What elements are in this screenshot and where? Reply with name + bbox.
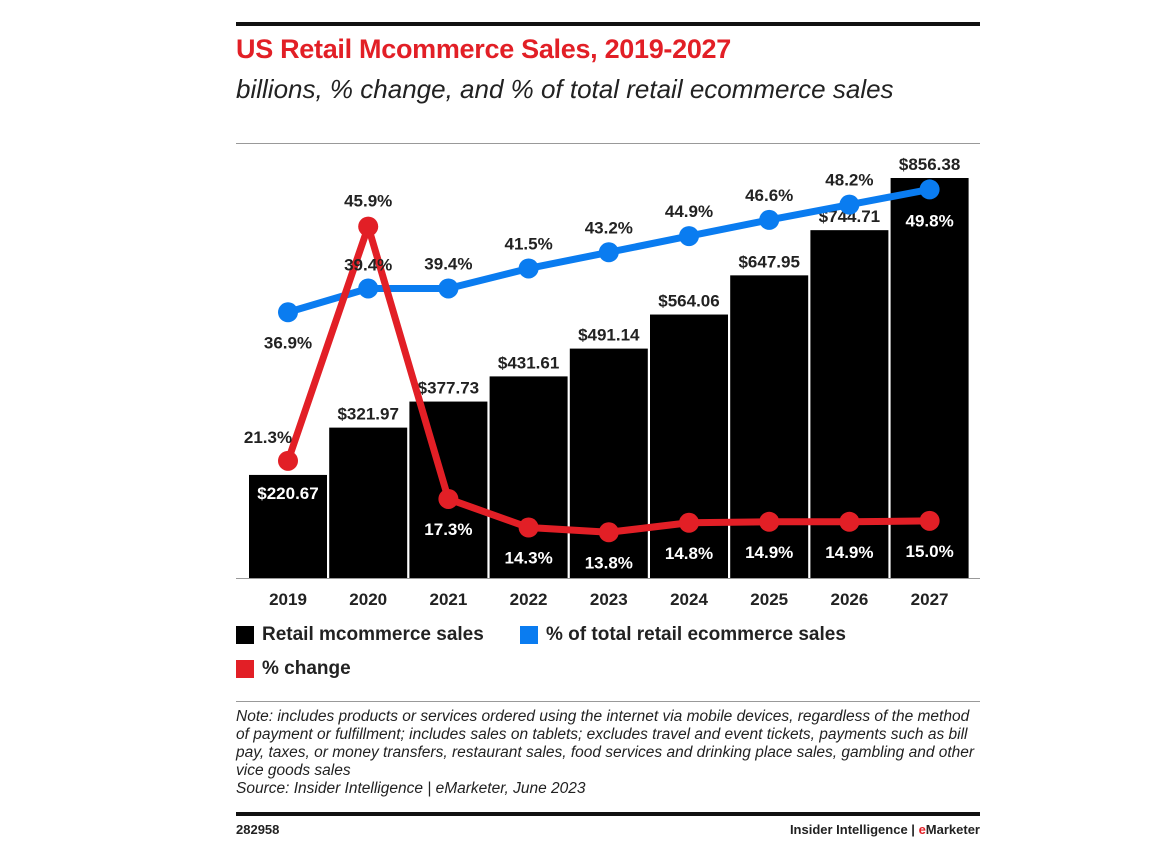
change-data-label: 14.3%	[504, 549, 552, 568]
change-data-label: 14.8%	[665, 544, 713, 563]
title-divider	[236, 143, 980, 144]
share-point-2024	[679, 226, 699, 247]
footnote: Note: includes products or services orde…	[236, 708, 986, 798]
change-data-label: 17.3%	[424, 520, 472, 539]
x-tick-label: 2022	[510, 590, 548, 609]
share-data-label: 36.9%	[264, 333, 312, 352]
bar-value-label: $431.61	[498, 353, 559, 372]
legend-label: % of total retail ecommerce sales	[546, 624, 846, 645]
legend-label: % change	[262, 658, 351, 679]
share-data-label: 39.4%	[344, 255, 392, 274]
share-data-label: 43.2%	[585, 218, 633, 237]
legend-swatch-blue	[520, 626, 538, 644]
source-text: Source: Insider Intelligence | eMarketer…	[236, 780, 586, 797]
change-data-label: 21.3%	[244, 428, 292, 447]
bar-2019	[249, 474, 327, 578]
bar-value-label: $491.14	[578, 326, 640, 345]
bar-2025	[730, 275, 809, 578]
bar-2023	[569, 348, 648, 578]
legend-item-sales: Retail mcommerce sales	[236, 624, 484, 646]
change-point-2021	[438, 488, 459, 509]
top-rule	[236, 22, 980, 26]
x-tick-label: 2020	[349, 590, 387, 609]
bar-value-label: $564.06	[658, 292, 719, 311]
change-point-2026	[839, 511, 860, 532]
x-tick-label: 2025	[750, 590, 788, 609]
change-data-label: 15.0%	[905, 542, 953, 561]
bottom-rule	[236, 812, 980, 816]
x-tick-label: 2019	[269, 590, 307, 609]
share-data-label: 48.2%	[825, 171, 873, 190]
change-point-2019	[278, 450, 298, 471]
bar-value-label: $647.95	[738, 252, 799, 271]
bar-2022	[489, 376, 568, 578]
x-tick-label: 2024	[670, 590, 708, 609]
bar-value-label: $321.97	[337, 405, 398, 424]
change-data-label: 14.9%	[745, 543, 793, 562]
x-tick-label: 2021	[429, 590, 467, 609]
change-point-2020	[358, 216, 379, 237]
chart-title: US Retail Mcommerce Sales, 2019-2027	[236, 34, 731, 64]
share-point-2019	[278, 302, 298, 323]
bar-2024	[650, 314, 728, 578]
share-data-label: 39.4%	[424, 254, 472, 273]
share-point-2023	[598, 242, 619, 263]
share-point-2026	[839, 194, 860, 215]
change-point-2022	[518, 517, 539, 538]
chart-subtitle: billions, % change, and % of total retai…	[236, 74, 894, 104]
legend-label: Retail mcommerce sales	[262, 624, 484, 645]
share-point-2021	[438, 278, 459, 299]
change-point-2023	[598, 522, 619, 543]
x-tick-label: 2027	[911, 590, 949, 609]
bar-value-label: $377.73	[418, 379, 479, 398]
note-text: Note: includes products or services orde…	[236, 708, 975, 779]
change-data-label: 14.9%	[825, 543, 873, 562]
share-data-label: 44.9%	[665, 202, 713, 221]
legend-item-change: % change	[236, 658, 351, 680]
change-point-2027	[919, 510, 940, 531]
legend-swatch-black	[236, 626, 254, 644]
legend-swatch-red	[236, 660, 254, 678]
change-point-2025	[759, 511, 780, 532]
bar-value-label: $220.67	[257, 484, 318, 503]
change-point-2024	[679, 512, 699, 533]
bar-value-label: $856.38	[899, 155, 960, 174]
bar-2020	[329, 427, 408, 578]
bar-value-label: $744.71	[819, 207, 880, 226]
share-point-2022	[518, 258, 539, 279]
share-data-label: 49.8%	[905, 211, 953, 230]
share-data-label: 41.5%	[504, 234, 552, 253]
x-tick-label: 2026	[830, 590, 868, 609]
note-divider	[236, 701, 980, 702]
x-tick-label: 2023	[590, 590, 628, 609]
change-data-label: 13.8%	[585, 553, 633, 572]
share-point-2027	[919, 179, 940, 200]
share-point-2020	[358, 278, 379, 299]
change-data-label: 45.9%	[344, 192, 392, 211]
chart-id: 282958	[236, 822, 280, 837]
legend-item-share: % of total retail ecommerce sales	[520, 624, 846, 646]
brand-logo: Insider Intelligence | eMarketer	[789, 822, 980, 837]
share-point-2025	[759, 209, 780, 230]
share-data-label: 46.6%	[745, 186, 793, 205]
